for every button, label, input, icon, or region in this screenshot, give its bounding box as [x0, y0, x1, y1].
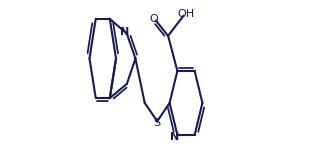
- Text: OH: OH: [178, 9, 195, 19]
- Text: O: O: [149, 14, 158, 24]
- Text: N: N: [120, 27, 129, 37]
- Text: N: N: [170, 132, 180, 142]
- Text: S: S: [154, 118, 161, 128]
